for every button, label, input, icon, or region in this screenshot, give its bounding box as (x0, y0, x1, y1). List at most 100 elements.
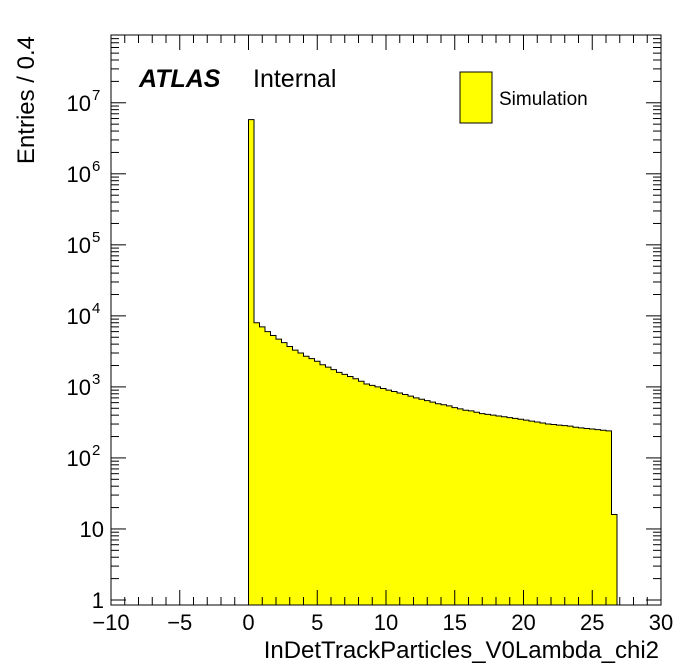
histogram-bar (325, 367, 332, 605)
histogram-bar (501, 416, 508, 605)
x-tick-label: 25 (580, 610, 604, 635)
histogram-bar (551, 424, 557, 605)
y-axis-title: Entries / 0.4 (13, 36, 40, 164)
histogram-bar (611, 514, 618, 605)
y-tick-label: 10 (67, 91, 91, 116)
x-tick-label: 30 (649, 610, 673, 635)
y-tick-label: 10 (67, 446, 91, 471)
histogram-bar (413, 397, 420, 605)
histogram-bar (298, 353, 304, 605)
x-tick-label: −5 (167, 610, 192, 635)
histogram-bar (523, 420, 530, 605)
histogram-bar (584, 428, 590, 605)
histogram-bar (578, 427, 585, 605)
y-tick-label: 10 (67, 375, 91, 400)
histogram-bar (342, 374, 348, 605)
histogram-bar (600, 430, 607, 605)
histogram-bar (303, 356, 310, 605)
histogram-bar (408, 396, 414, 605)
histogram-bar (353, 378, 359, 605)
histogram-bar (287, 346, 293, 605)
histogram-bar (358, 381, 365, 605)
histogram-bar (479, 413, 486, 605)
histogram-bar (270, 335, 277, 605)
y-tick-exponent: 5 (92, 229, 100, 246)
histogram-bar (573, 427, 579, 605)
histogram-bar (474, 412, 480, 605)
histogram-bar (397, 393, 403, 605)
histogram-bar (259, 326, 266, 605)
histogram-bar (369, 385, 376, 605)
histogram-bar (518, 419, 524, 605)
histogram-bar (562, 425, 568, 605)
histogram-bar (468, 410, 475, 605)
histogram-bar (314, 361, 321, 605)
histogram-bar (507, 417, 513, 605)
histogram-bar (545, 424, 552, 605)
legend-swatch (459, 71, 493, 124)
histogram-bar (606, 430, 612, 605)
axis-ticks (110, 34, 662, 605)
y-tick-exponent: 2 (92, 442, 100, 459)
x-tick-label: 10 (374, 610, 398, 635)
histogram-bar (463, 410, 469, 605)
histogram-bar (380, 388, 387, 605)
y-tick-exponent: 6 (92, 158, 100, 175)
histogram-bar (292, 350, 299, 605)
histogram-bar (529, 421, 535, 605)
y-tick-label: 10 (80, 517, 104, 542)
histogram-bar (419, 399, 425, 605)
histogram-bar (567, 426, 574, 605)
histogram-bar (512, 418, 519, 605)
x-tick-label: 20 (511, 610, 535, 635)
histogram-bars (248, 119, 618, 606)
histogram-bar (347, 376, 354, 605)
histogram-bar (375, 386, 381, 605)
histogram-bar (485, 414, 491, 605)
histogram-outline (248, 119, 618, 605)
histogram-bar (556, 425, 563, 605)
histogram-bar (336, 372, 343, 605)
histogram-bar (430, 402, 436, 605)
histogram-bar (364, 383, 370, 605)
histogram-bar (320, 364, 326, 605)
histogram-bar (589, 429, 596, 605)
y-tick-exponent: 7 (92, 87, 100, 104)
histogram-bar (254, 322, 260, 605)
atlas-label: ATLAS (138, 65, 221, 93)
histogram-bar (446, 405, 453, 605)
histogram-bar (248, 119, 255, 606)
y-tick-label: 10 (67, 304, 91, 329)
histogram-bar (424, 400, 431, 605)
y-tick-label: 10 (67, 162, 91, 187)
histogram-bar (496, 415, 502, 605)
histogram-bar (441, 404, 447, 605)
histogram-bar (595, 429, 601, 605)
x-axis-title: InDetTrackParticles_V0Lambda_chi2 (264, 637, 659, 664)
histogram-bar (391, 391, 398, 605)
x-tick-label: 0 (242, 610, 254, 635)
histogram-bar (540, 423, 546, 605)
legend-label: Simulation (499, 89, 588, 110)
y-tick-label: 1 (92, 588, 104, 613)
histogram-bar (276, 339, 282, 605)
y-tick-exponent: 3 (92, 371, 100, 388)
histogram-bar (402, 394, 409, 605)
y-tick-label: 10 (67, 233, 91, 258)
histogram-bar (265, 331, 271, 605)
histogram-bar (452, 407, 458, 605)
histogram-bar (386, 390, 392, 605)
x-tick-label: 5 (311, 610, 323, 635)
histogram-bar (309, 358, 315, 605)
histogram-bar (457, 408, 464, 605)
x-tick-label: −10 (92, 610, 129, 635)
histogram-bar (534, 422, 541, 605)
x-tick-label: 15 (443, 610, 467, 635)
y-tick-exponent: 4 (92, 300, 100, 317)
histogram-bar (435, 403, 442, 605)
internal-label: Internal (253, 65, 336, 93)
histogram-bar (331, 369, 337, 605)
histogram-bar (281, 342, 288, 605)
